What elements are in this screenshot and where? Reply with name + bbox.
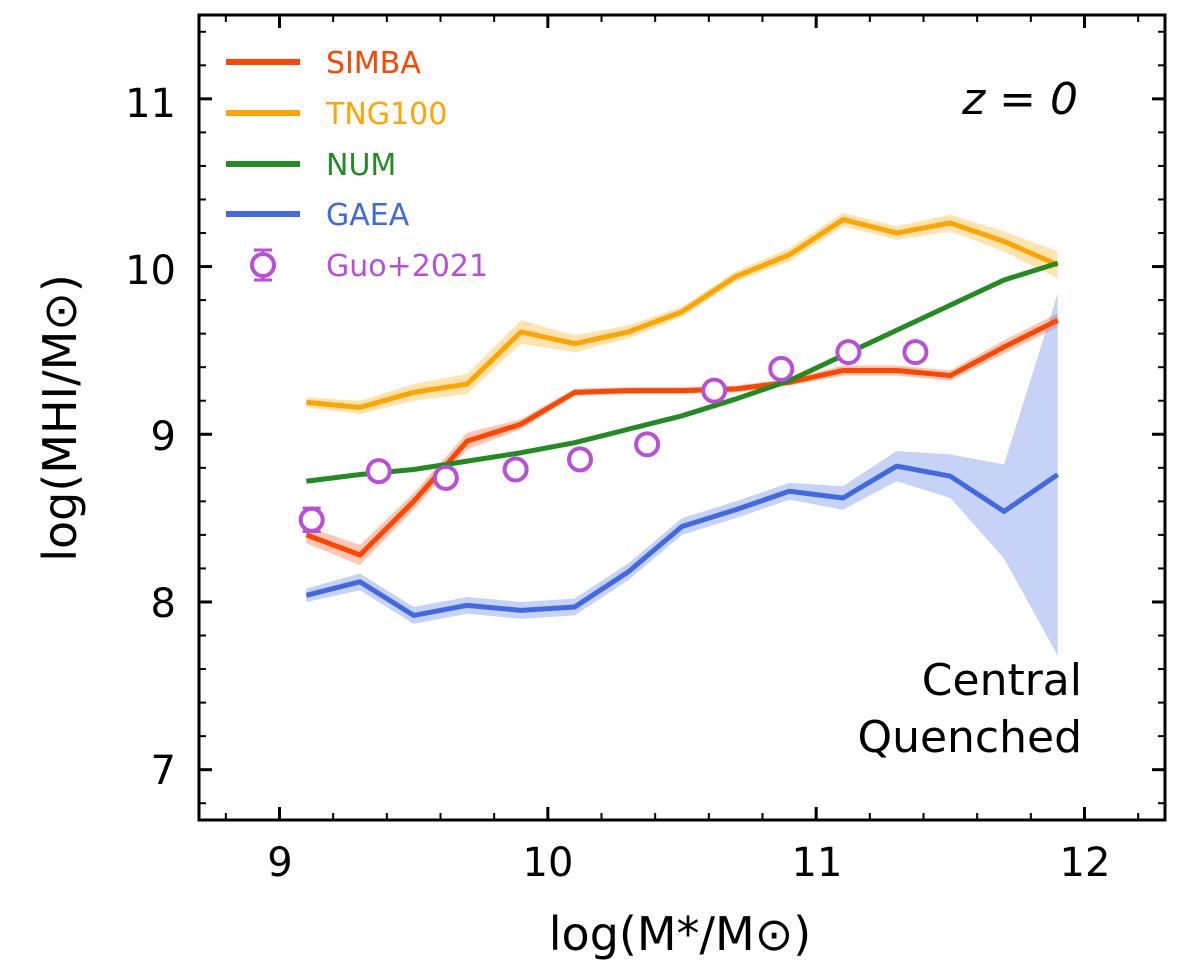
legend-label-tng100: TNG100 <box>325 97 447 132</box>
guo-2021-point <box>365 458 392 485</box>
point-marker <box>768 355 795 382</box>
redshift-annotation: z = 0 <box>961 74 1078 125</box>
guo-2021-point <box>835 339 862 366</box>
guo-2021-point <box>567 446 594 473</box>
y-tick-label: 9 <box>151 414 176 460</box>
guo-2021-point <box>298 506 325 534</box>
point-marker <box>365 458 392 485</box>
guo-2021-point <box>502 456 529 483</box>
y-tick-label: 8 <box>151 581 176 627</box>
point-marker <box>634 431 661 458</box>
y-axis-label: log(MHI/M⊙) <box>33 274 87 562</box>
sample-annotation-line1: Central <box>922 655 1082 706</box>
sample-annotation-line2: Quenched <box>857 712 1082 763</box>
guo-2021-point <box>902 339 929 366</box>
point-marker <box>701 377 728 404</box>
legend-label-gaea: GAEA <box>326 198 410 233</box>
y-tick-label: 10 <box>125 248 176 294</box>
y-tick-label: 7 <box>151 748 176 794</box>
point-marker <box>835 339 862 366</box>
guo-2021-point <box>701 377 728 404</box>
gaea-line <box>305 463 1060 618</box>
legend-swatch-guo-2021 <box>250 248 276 282</box>
x-tick-label: 9 <box>267 840 292 886</box>
plot-frame <box>197 13 1167 822</box>
guo-2021-point <box>634 431 661 458</box>
x-axis-label: log(M*/M⊙) <box>549 907 811 961</box>
legend: SIMBA TNG100 NUM GAEA Guo+2021 <box>226 46 488 284</box>
guo-2021-point <box>768 355 795 382</box>
y-tick-label: 11 <box>125 81 176 127</box>
legend-label-num: NUM <box>326 148 396 183</box>
point-marker <box>567 446 594 473</box>
legend-label-guo-2021: Guo+2021 <box>326 249 488 284</box>
x-tick-label: 10 <box>523 840 574 886</box>
x-tick-label: 12 <box>1060 840 1111 886</box>
point-marker <box>298 506 325 533</box>
tng100-line <box>306 217 1059 410</box>
legend-label-simba: SIMBA <box>326 46 421 81</box>
num-line <box>306 260 1059 484</box>
point-marker <box>432 464 459 491</box>
guo-2021-points <box>298 339 929 534</box>
guo-2021-point <box>432 464 459 491</box>
point-marker <box>902 339 929 366</box>
point-marker <box>502 456 529 483</box>
x-tick-label: 11 <box>792 840 843 886</box>
legend-marker <box>250 252 276 278</box>
gaea-band <box>306 293 1058 656</box>
series-lines <box>305 217 1060 618</box>
simba-band <box>306 313 1058 566</box>
simba-line <box>305 317 1059 558</box>
